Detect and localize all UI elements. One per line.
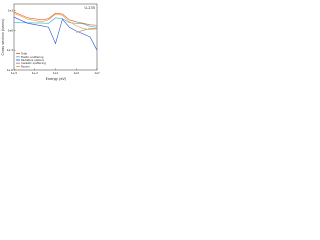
x-tick-label: 1e7 [94, 71, 100, 75]
y-tick-label: 1e3 [8, 9, 14, 13]
x-axis-label: Energy (eV) [46, 77, 67, 81]
y-tick-label: 1e-6 [7, 68, 14, 72]
series-line [13, 12, 98, 31]
annotation: U-235 [84, 6, 95, 10]
x-tick-label: 1e-2 [32, 71, 39, 75]
y-tick-label: 1e0 [8, 28, 14, 32]
series-line [13, 16, 98, 51]
chart: Energy (eV) Cross section (barns) U-235 … [1, 3, 100, 81]
x-tick-label: 1e4 [74, 71, 80, 75]
series-line [13, 17, 98, 28]
legend-label: Elastic scattering [21, 55, 44, 59]
y-axis-label: Cross section (barns) [1, 18, 5, 56]
legend-label: Inelastic scattering [21, 61, 46, 65]
legend-label: Total [21, 52, 27, 56]
x-tick-label: 1e1 [53, 71, 59, 75]
legend-label: Fission [21, 64, 30, 68]
x-tick-label: 1e-5 [11, 71, 18, 75]
y-tick-label: 1e-3 [7, 48, 14, 52]
series-line [13, 11, 98, 26]
legend-label: Radiative capture [21, 58, 44, 62]
